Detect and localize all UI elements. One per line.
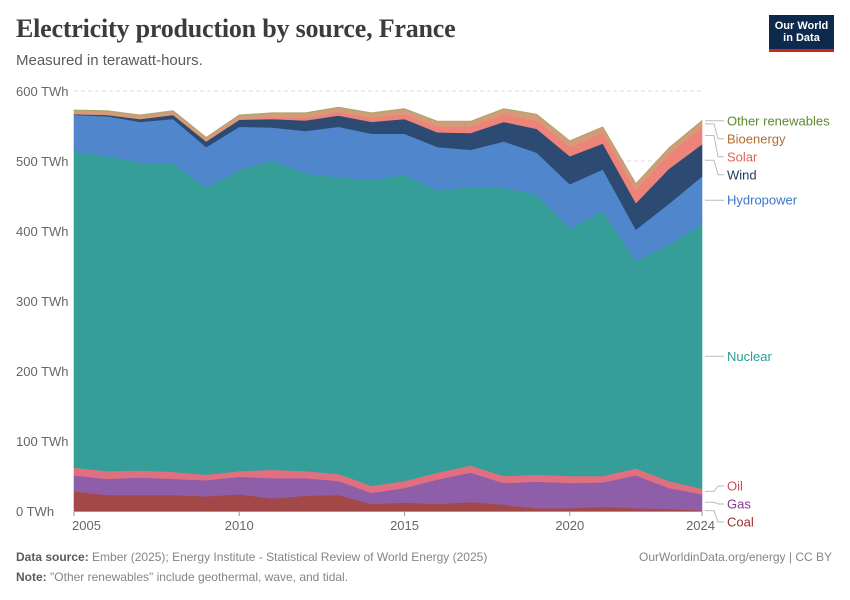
legend-label-bioenergy[interactable]: Bioenergy — [727, 131, 786, 146]
credit-link[interactable]: OurWorldinData.org/energy | CC BY — [639, 550, 832, 564]
chart-title: Electricity production by source, France — [16, 14, 456, 43]
source-label: Data source: — [16, 550, 89, 564]
x-tick-label: 2005 — [72, 518, 101, 533]
y-tick-label: 300 TWh — [16, 294, 69, 309]
x-axis: 2005 2010 2015 2020 2024 — [72, 511, 715, 533]
chart-subtitle: Measured in terawatt-hours. — [16, 52, 203, 69]
x-tick-label: 2024 — [686, 518, 715, 533]
legend-label-wind[interactable]: Wind — [727, 167, 757, 182]
legend-label-nuclear[interactable]: Nuclear — [727, 349, 772, 364]
source-text[interactable]: Ember (2025); Energy Institute - Statist… — [92, 550, 488, 564]
legend-connector-oil — [705, 485, 724, 492]
y-tick-label: 600 TWh — [16, 84, 69, 99]
logo-line-1: Our World — [774, 20, 829, 32]
x-tick-label: 2010 — [225, 518, 254, 533]
note-text: "Other renewables" include geothermal, w… — [50, 570, 349, 584]
area-other-renewables[interactable] — [73, 106, 703, 185]
y-tick-label: 0 TWh — [16, 504, 54, 519]
note-label: Note: — [16, 570, 47, 584]
y-axis-labels: 0 TWh 100 TWh 200 TWh 300 TWh 400 TWh 500 TWh… — [16, 84, 69, 519]
legend-label-other-renewables[interactable]: Other renewables — [727, 113, 830, 128]
legend-label-oil[interactable]: Oil — [727, 479, 743, 494]
x-tick-label: 2015 — [390, 518, 419, 533]
note-line: Note: "Other renewables" include geother… — [16, 570, 348, 584]
legend-connector-gas — [705, 501, 724, 505]
y-tick-label: 200 TWh — [16, 364, 69, 379]
legend-connector-coal — [705, 510, 724, 523]
source-line: Data source: Ember (2025); Energy Instit… — [16, 550, 487, 564]
stacked-area-chart: 2005 2010 2015 2020 2024 0 TWh 100 TWh 200 TWh… — [16, 84, 830, 533]
logo-line-2: in Data — [783, 32, 820, 44]
owid-logo[interactable]: Our World in Data — [769, 15, 834, 52]
legend-label-solar[interactable]: Solar — [727, 149, 758, 164]
legend-label-coal[interactable]: Coal — [727, 515, 754, 530]
series-legend[interactable]: Other renewables Bioenergy Solar Wind Hydrop… — [705, 113, 830, 530]
legend-label-gas[interactable]: Gas — [727, 497, 751, 512]
y-tick-label: 400 TWh — [16, 224, 69, 239]
area-series[interactable] — [73, 106, 703, 512]
legend-connector-bioenergy — [705, 123, 724, 140]
x-tick-label: 2020 — [555, 518, 584, 533]
y-tick-label: 100 TWh — [16, 434, 69, 449]
legend-label-hydropower[interactable]: Hydropower — [727, 193, 798, 208]
y-tick-label: 500 TWh — [16, 154, 69, 169]
legend-connector-wind — [705, 159, 724, 176]
legend-connector-solar — [705, 134, 724, 158]
